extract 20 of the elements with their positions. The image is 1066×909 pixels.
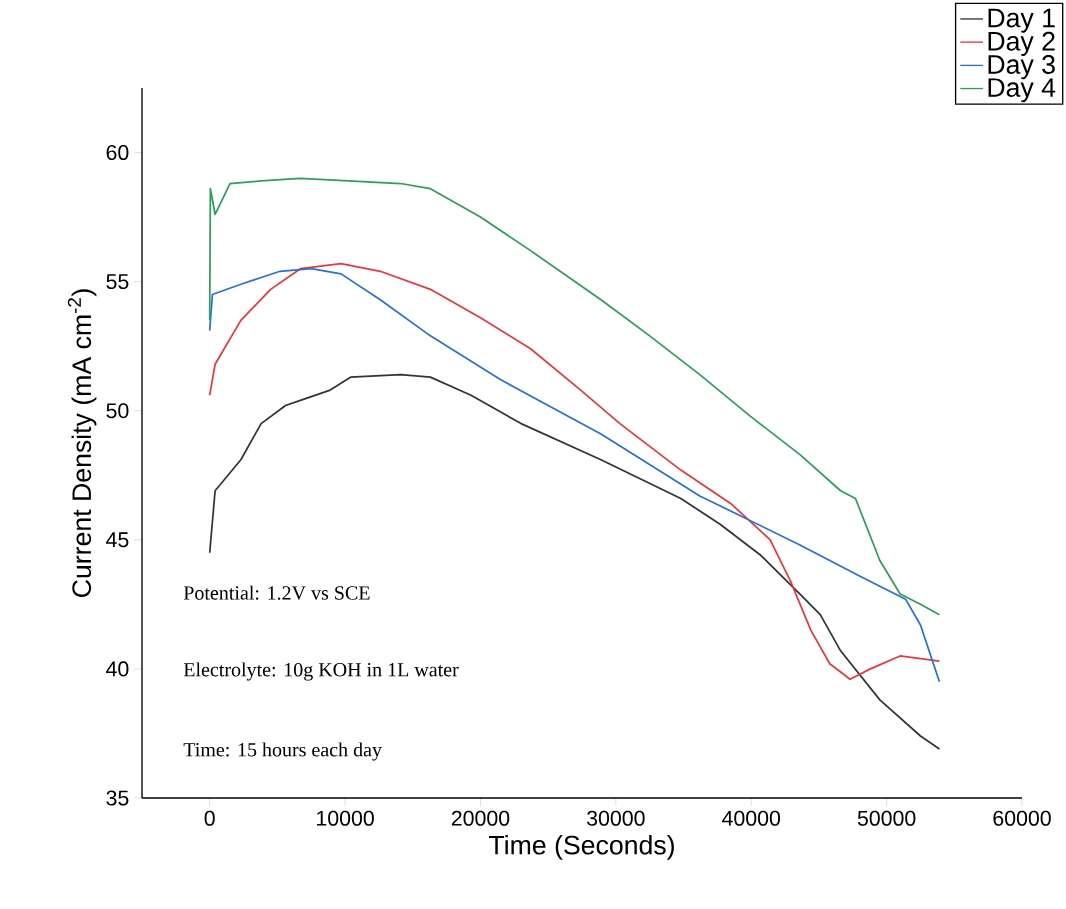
- annotation: Electrolyte: 10g KOH in 1L water: [183, 662, 459, 681]
- x-tick-label: 0: [204, 810, 215, 826]
- x-axis-title: Time (Seconds): [489, 834, 674, 860]
- x-tick-label: 40000: [722, 810, 781, 826]
- y-tick-label: 50: [106, 403, 129, 419]
- legend-label: Day 4: [988, 78, 1056, 103]
- y-tick-label: 35: [106, 790, 129, 806]
- x-tick-label: 20000: [451, 810, 510, 826]
- annotation: Time: 15 hours each day: [183, 742, 382, 761]
- x-tick-label: 50000: [857, 810, 916, 826]
- x-tick-label: 30000: [587, 810, 645, 826]
- y-tick-label: 60: [106, 144, 129, 161]
- legend-label: Day 2: [988, 31, 1055, 56]
- y-axis-title: Current Density (mA cm$^{-2}$): [67, 289, 97, 597]
- y-tick-label: 55: [106, 274, 129, 290]
- x-tick-label: 60000: [993, 810, 1051, 826]
- annotation: Potential: 1.2V vs SCE: [183, 585, 370, 600]
- y-tick-label: 40: [106, 661, 129, 677]
- y-tick-label: 45: [106, 532, 129, 548]
- x-tick-label: 10000: [317, 810, 374, 826]
